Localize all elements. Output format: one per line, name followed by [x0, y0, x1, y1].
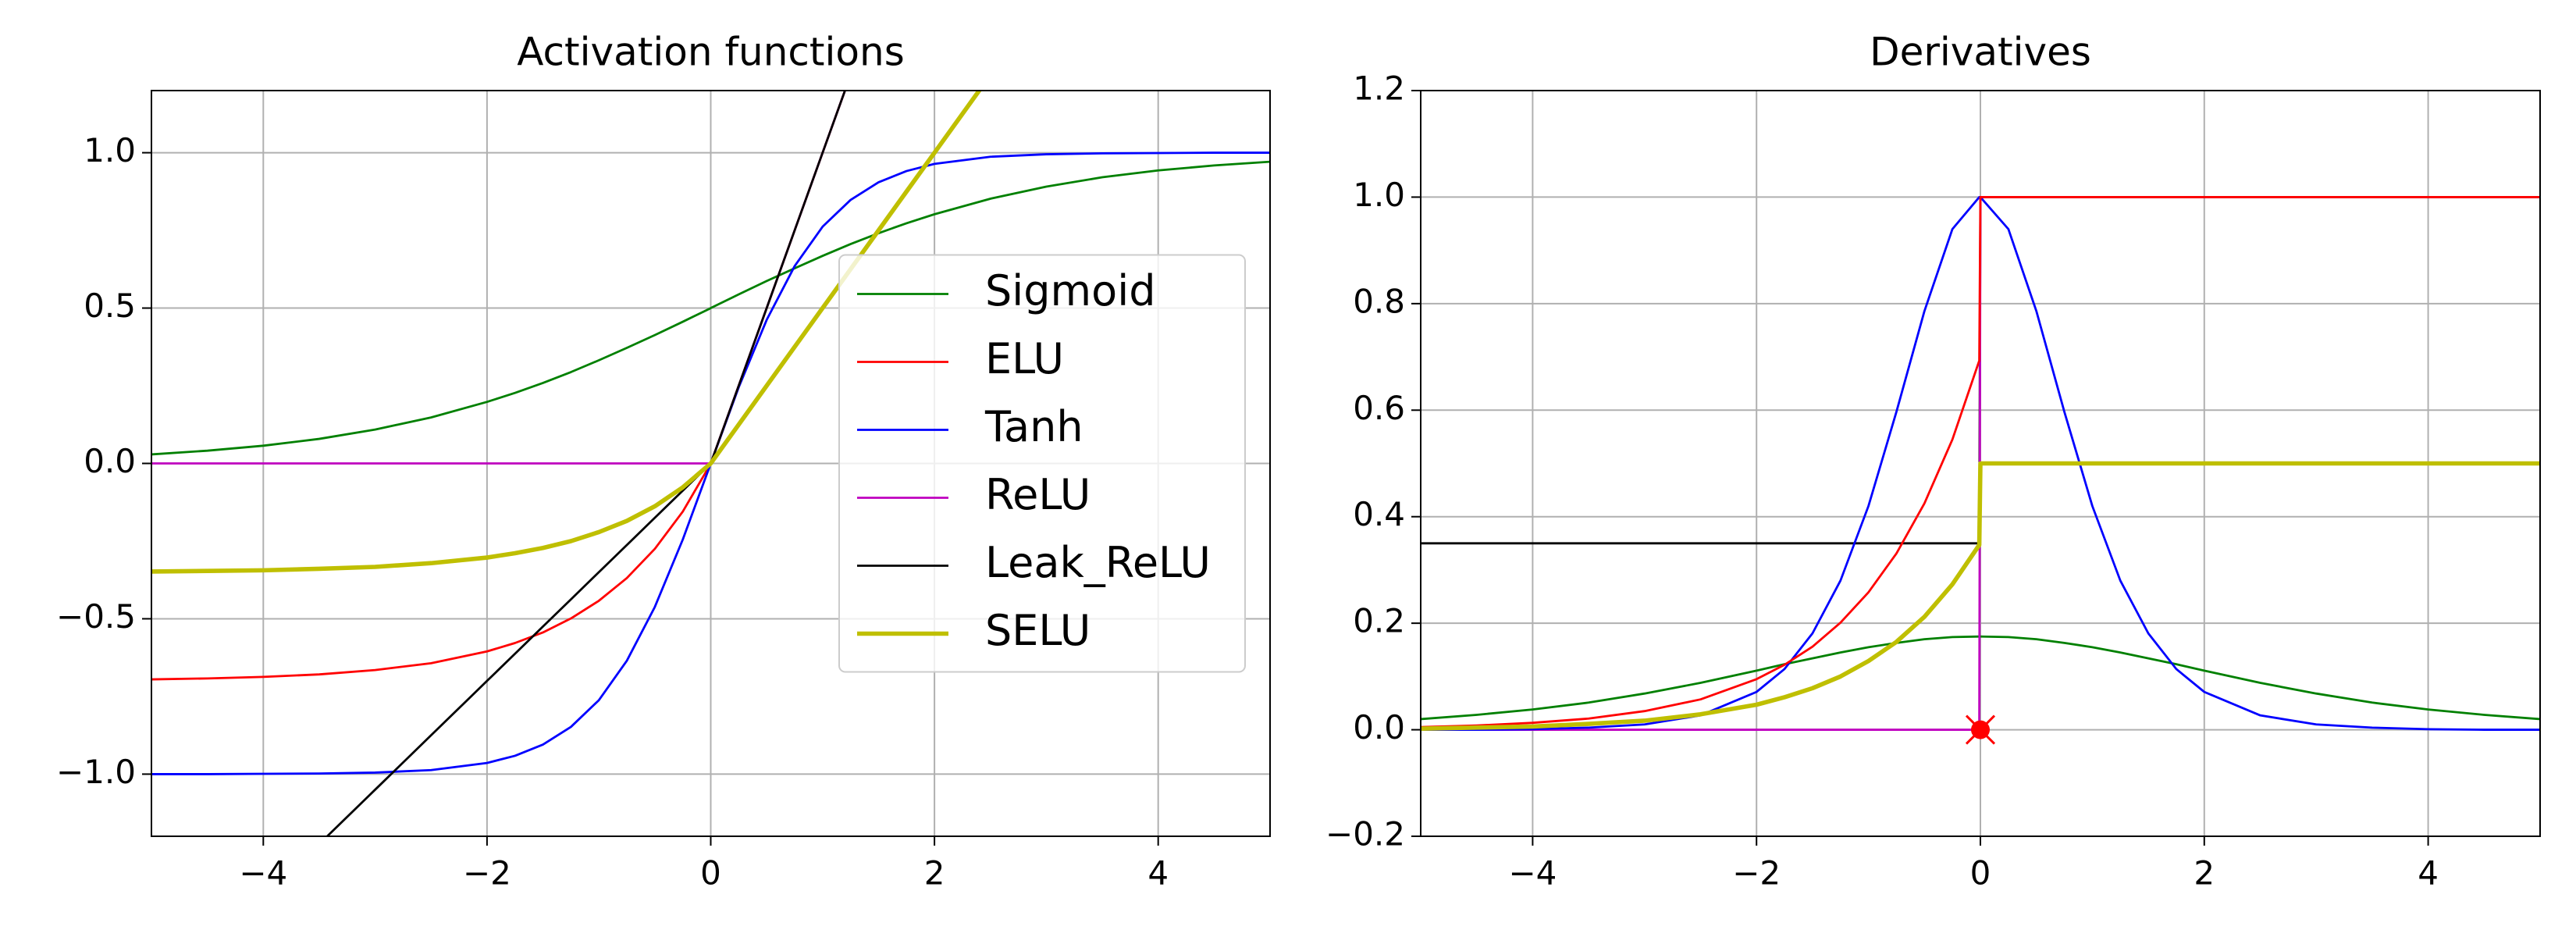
- y-tick-label: 0.6: [1353, 389, 1405, 427]
- x-tick-label: 0: [700, 854, 721, 892]
- plot-area: [1421, 196, 2540, 732]
- y-tick-label: 0.8: [1353, 282, 1405, 320]
- point-cross: [1965, 714, 1996, 745]
- y-tick-label: 1.0: [1353, 176, 1405, 214]
- legend-label: ReLU: [985, 470, 1091, 519]
- y-tick-label: 0.5: [84, 287, 136, 325]
- x-tick-label: 4: [2418, 854, 2439, 892]
- x-tick-label: −2: [463, 854, 511, 892]
- chart-title: Derivatives: [1870, 30, 2091, 75]
- y-tick-label: 0.0: [1353, 708, 1405, 746]
- series-line: [1421, 196, 2540, 729]
- y-tick-label: 0.0: [84, 442, 136, 480]
- series-line: [151, 160, 1270, 456]
- x-tick-label: −4: [239, 854, 287, 892]
- y-tick-label: −1.0: [56, 753, 136, 791]
- axes-frame: [1420, 90, 2541, 837]
- x-tick-label: 2: [924, 854, 945, 892]
- y-tick-label: 1.2: [1353, 69, 1405, 108]
- legend-box: [838, 254, 1246, 673]
- legend-label: SELU: [985, 606, 1091, 655]
- series-line: [151, 91, 982, 574]
- chart-title: Activation functions: [517, 30, 905, 75]
- x-tick-label: 0: [1970, 854, 1991, 892]
- legend-label: Tanh: [984, 402, 1083, 451]
- x-tick-label: −2: [1732, 854, 1781, 892]
- legend-label: Leak_ReLU: [985, 538, 1211, 587]
- y-tick-label: 1.0: [84, 131, 136, 169]
- y-tick-label: 0.4: [1353, 495, 1405, 533]
- x-tick-label: 2: [2194, 854, 2215, 892]
- x-tick-label: 4: [1147, 854, 1169, 892]
- axes-frame: [151, 90, 1271, 837]
- legend-label: ELU: [985, 334, 1064, 383]
- series-line: [1421, 461, 2540, 732]
- legend: Sigmoid ELU Tanh ReLU Leak_ReLU SELU: [838, 254, 1246, 673]
- plot-area: [151, 91, 1270, 836]
- x-tick-label: −4: [1508, 854, 1557, 892]
- y-tick-label: −0.5: [56, 597, 136, 636]
- y-tick-label: −0.2: [1325, 815, 1405, 853]
- legend-label: Sigmoid: [985, 266, 1155, 315]
- y-tick-label: 0.2: [1353, 602, 1405, 640]
